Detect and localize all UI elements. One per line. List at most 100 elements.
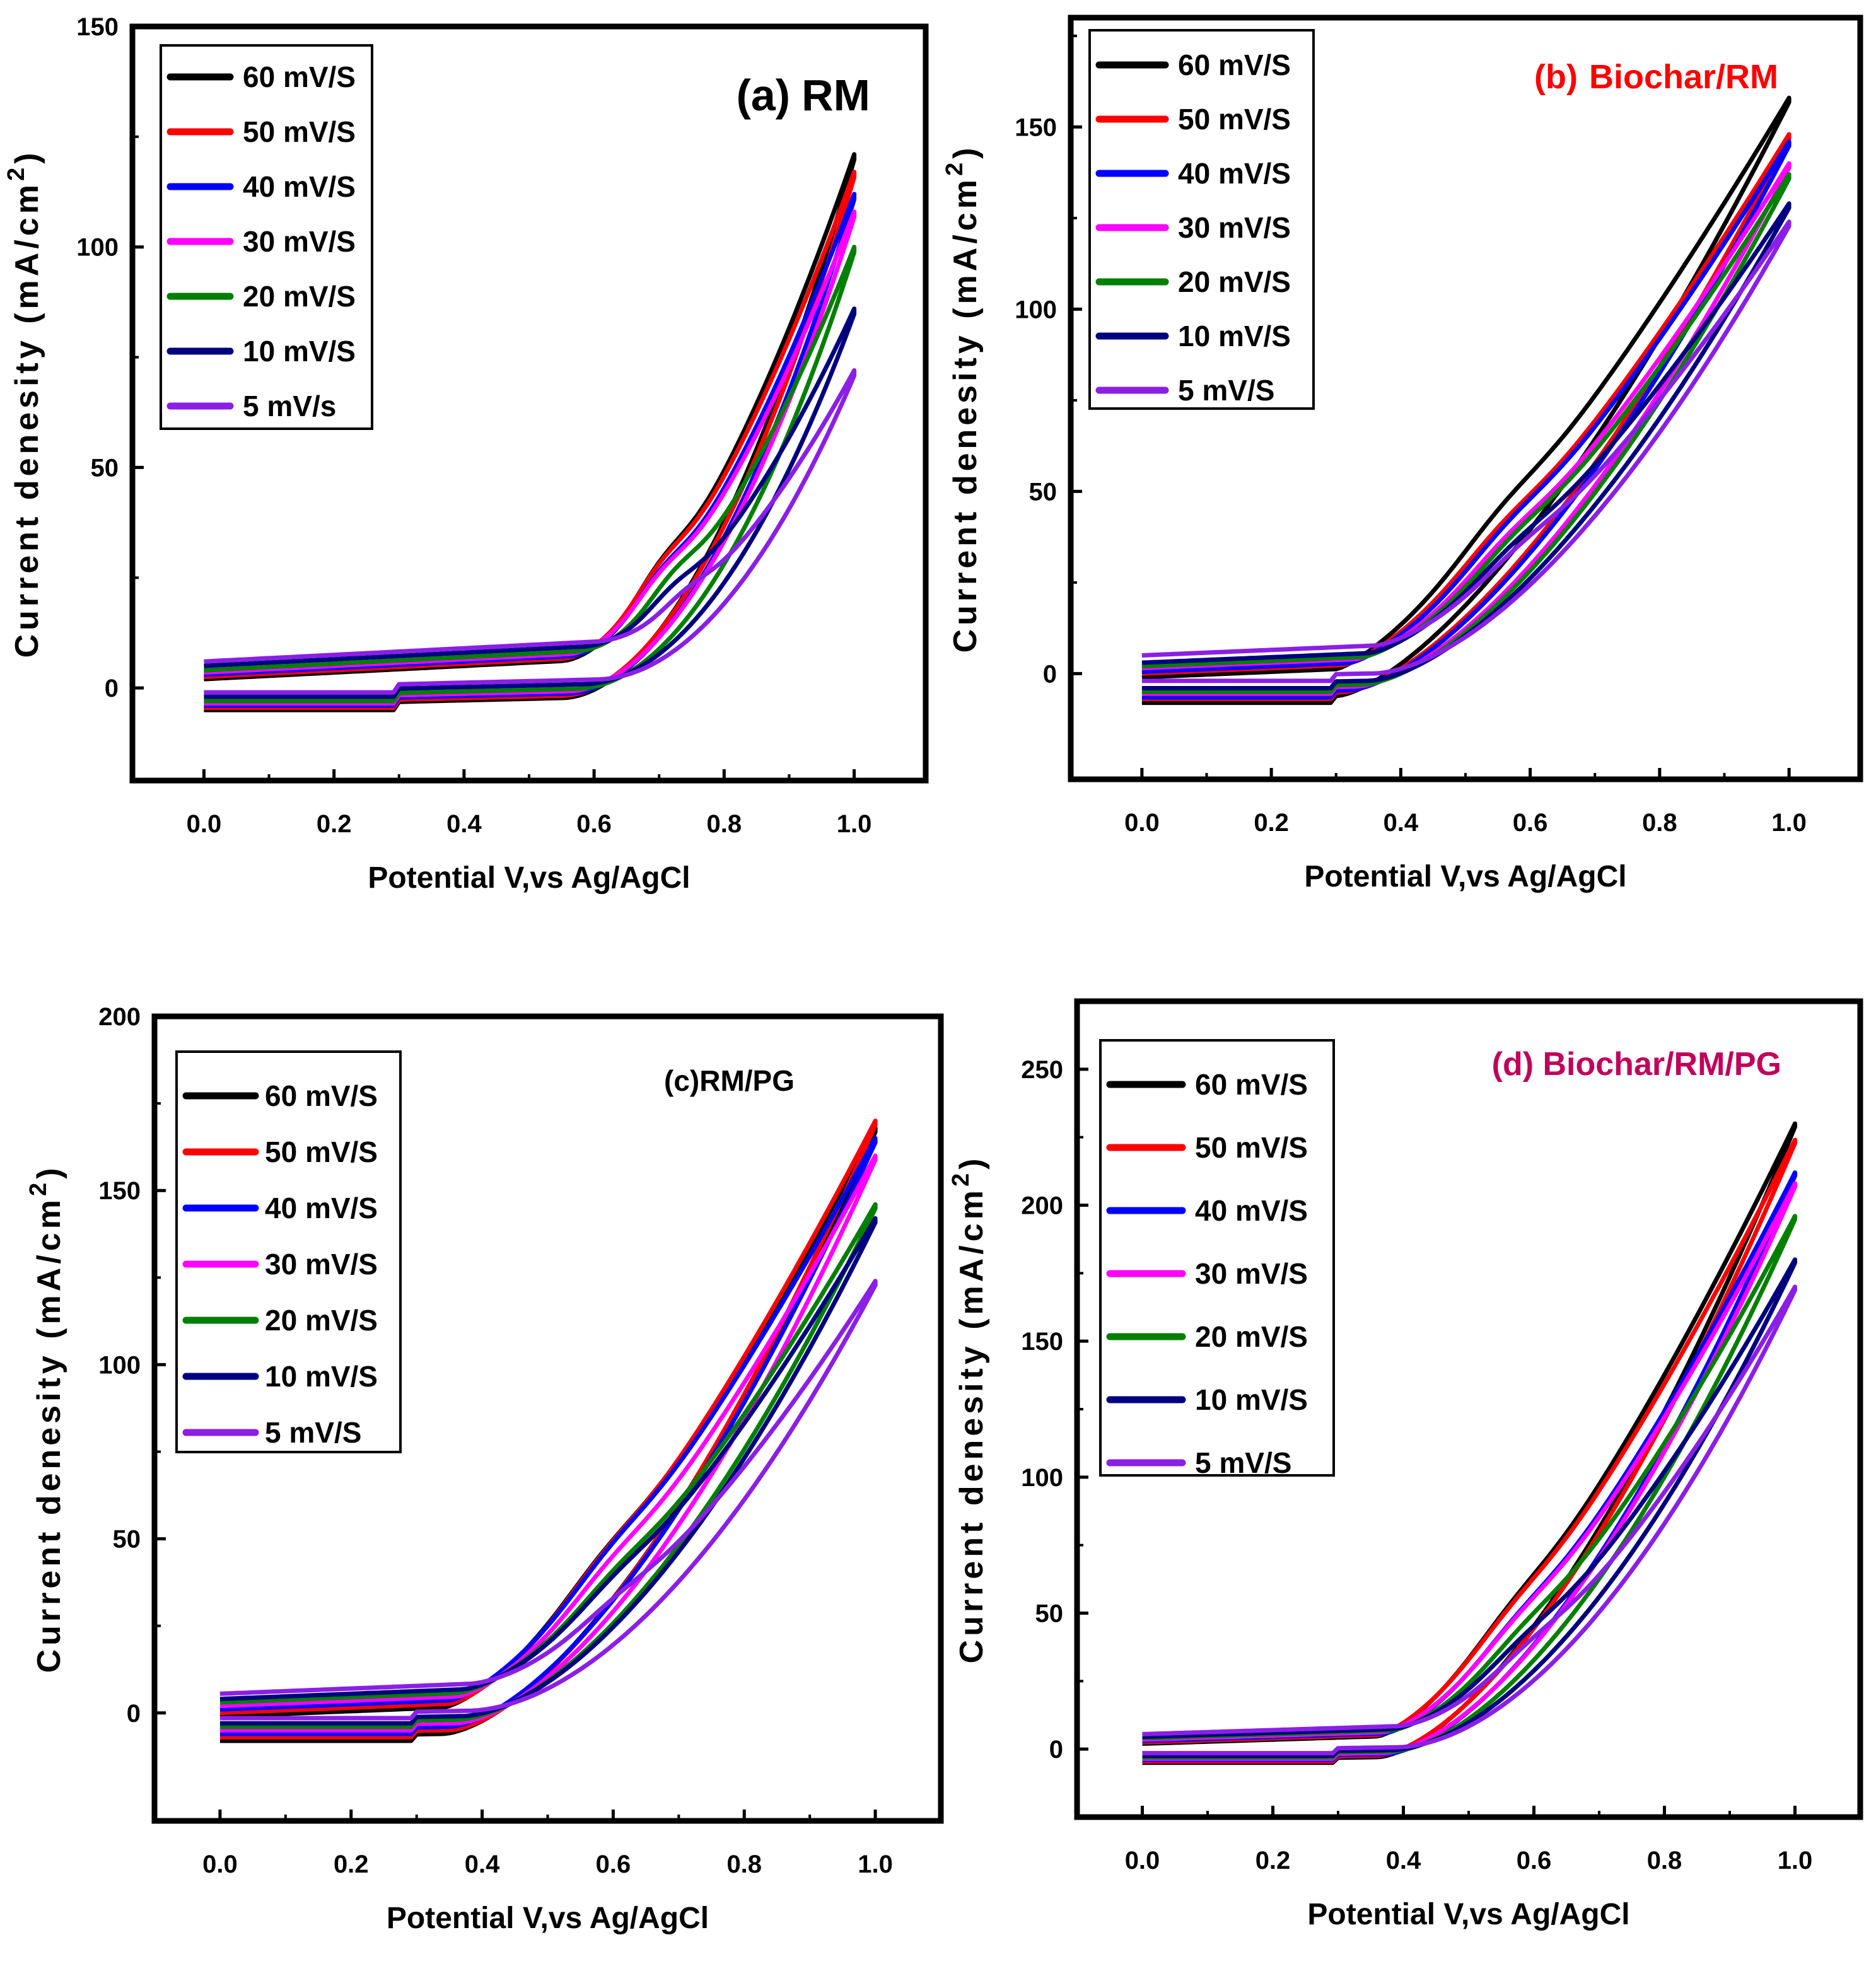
y-tick-label: 50 <box>1035 1600 1064 1628</box>
series-line-10-mv-s <box>219 1216 878 1726</box>
series-line-5-mv-s <box>204 368 857 695</box>
chart-panel-3: 0.0 0.2 0.4 0.6 0.8 1.0 0 50 100 150 200 Potential … <box>25 1003 944 1935</box>
y-axis-title: Current denesity (mA/cm2) <box>941 144 984 653</box>
y-axis-title-end: ) <box>947 144 984 159</box>
legend-label: 20 mV/S <box>1178 265 1291 298</box>
chart-panel-4: 0.0 0.2 0.4 0.6 0.8 1.0 0 50 100 150 200 250 Potenti… <box>948 998 1863 1931</box>
y-tick-label: 50 <box>1029 478 1057 506</box>
y-axis-title-main: Current denesity (mA/cm <box>31 1196 67 1673</box>
y-axis-title: Current denesity (mA/cm2) <box>3 149 45 658</box>
panel-label: (c)RM/PG <box>664 1064 795 1097</box>
x-tick-label: 0.6 <box>576 810 612 838</box>
series-line-20-mv-s <box>1141 172 1792 694</box>
series-line-10-mv-s <box>1142 1257 1797 1758</box>
chart-panel-1: 0.0 0.2 0.4 0.6 0.8 1.0 0 50 100 150 Potential V,v… <box>3 13 929 895</box>
y-tick-label: 100 <box>1021 1464 1063 1492</box>
series-line-30-mv-s <box>219 1153 878 1733</box>
x-tick-label: 0.0 <box>1125 1847 1160 1874</box>
y-axis-title-main: Current denesity (mA/cm <box>9 181 45 658</box>
legend: 60 mV/S 50 mV/S 40 mV/S 30 mV/S 20 mV/S 10 mV… <box>160 44 373 430</box>
y-axis-title-end: ) <box>9 149 45 164</box>
y-axis-title-superscript: 2 <box>941 159 968 176</box>
y-axis-title-end: ) <box>31 1165 67 1179</box>
y-tick-label: 50 <box>113 1526 141 1554</box>
legend-label: 10 mV/S <box>1178 320 1291 352</box>
series-line-5-mv-s <box>219 1279 878 1721</box>
x-axis-title: Potential V,vs Ag/AgCl <box>1307 1898 1629 1931</box>
x-tick-label: 1.0 <box>1778 1847 1813 1874</box>
series-line-5-mv-s <box>1141 219 1792 683</box>
y-tick-label: 0 <box>127 1700 141 1728</box>
series-line-5-mv-s <box>1142 1284 1797 1756</box>
x-tick-label: 0.2 <box>334 1851 369 1878</box>
legend-label: 60 mV/S <box>265 1079 378 1112</box>
x-tick-label: 0.8 <box>1642 809 1677 837</box>
x-tick-label: 0.0 <box>187 810 222 838</box>
y-tick-label: 100 <box>1015 296 1057 323</box>
legend-label: 60 mV/S <box>243 61 356 93</box>
legend-label: 10 mV/S <box>243 335 356 368</box>
legend-label: 30 mV/S <box>1195 1257 1308 1290</box>
panel-label: (a) <box>737 71 791 120</box>
legend-box <box>1088 29 1315 410</box>
legend-label: 40 mV/S <box>265 1192 378 1224</box>
chart-panel-2: 0.0 0.2 0.4 0.6 0.8 1.0 0 50 100 150 Potential V,v… <box>941 15 1863 893</box>
x-axis-title: Potential V,vs Ag/AgCl <box>1304 860 1626 893</box>
series-line-20-mv-s <box>204 245 857 704</box>
legend-label: 20 mV/S <box>265 1304 378 1337</box>
panel-label: (b) <box>1534 58 1578 96</box>
series-line-40-mv-s <box>219 1136 878 1736</box>
x-tick-label: 0.6 <box>596 1851 631 1878</box>
legend-label: 50 mV/S <box>265 1136 378 1168</box>
y-tick-label: 150 <box>1015 113 1057 141</box>
legend-label: 40 mV/S <box>1178 157 1291 190</box>
x-tick-label: 1.0 <box>858 1851 893 1878</box>
x-tick-label: 0.4 <box>1384 809 1419 837</box>
y-tick-label: 0 <box>1049 1736 1063 1764</box>
series-line-10-mv-s <box>1141 201 1792 690</box>
series-line-50-mv-s <box>219 1119 878 1740</box>
series-line-10-mv-s <box>204 306 857 699</box>
legend-label: 50 mV/S <box>1178 103 1291 136</box>
x-tick-label: 0.6 <box>1517 1847 1552 1874</box>
legend: 60 mV/S 50 mV/S 40 mV/S 30 mV/S 20 mV/S 10 mV… <box>175 1050 402 1453</box>
y-axis-title-superscript: 2 <box>948 1170 974 1187</box>
panel-label: (d) Biochar/RM/PG <box>1492 1046 1781 1083</box>
panel-name: RM <box>801 71 870 120</box>
y-tick-label: 100 <box>98 1351 141 1379</box>
panel-name: Biochar/RM <box>1589 58 1778 96</box>
legend: 60 mV/S 50 mV/S 40 mV/S 30 mV/S 20 mV/S 10 mV… <box>1099 1039 1335 1479</box>
legend-label: 5 mV/S <box>1195 1446 1291 1479</box>
y-tick-label: 100 <box>76 234 119 262</box>
x-tick-label: 0.8 <box>1647 1847 1682 1874</box>
legend-box <box>175 1050 402 1453</box>
legend-label: 30 mV/S <box>243 225 356 258</box>
panel-title: (b) Biochar/RM <box>1534 58 1778 96</box>
x-tick-label: 0.0 <box>1124 809 1160 837</box>
legend-label: 30 mV/S <box>265 1248 378 1281</box>
x-tick-label: 0.4 <box>446 810 482 838</box>
x-tick-label: 0.8 <box>707 810 742 838</box>
x-axis-title: Potential V,vs Ag/AgCl <box>368 861 690 895</box>
x-tick-label: 0.4 <box>465 1851 500 1878</box>
legend-label: 50 mV/S <box>1195 1131 1308 1164</box>
legend-label: 60 mV/S <box>1195 1068 1308 1101</box>
x-tick-label: 1.0 <box>1771 809 1807 837</box>
y-tick-label: 150 <box>76 13 119 41</box>
panel-title: (a) RM <box>737 71 870 120</box>
y-axis-title-end: ) <box>953 1155 990 1170</box>
x-axis-title: Potential V,vs Ag/AgCl <box>387 1902 709 1935</box>
legend-label: 5 mV/S <box>265 1416 361 1449</box>
y-tick-label: 200 <box>1021 1192 1063 1220</box>
legend-label: 30 mV/S <box>1178 211 1291 244</box>
legend-label: 10 mV/S <box>265 1360 378 1393</box>
legend-label: 20 mV/S <box>243 280 356 313</box>
legend-label: 10 mV/S <box>1195 1383 1308 1416</box>
y-tick-label: 150 <box>1021 1328 1063 1356</box>
y-tick-label: 0 <box>1043 660 1057 688</box>
y-axis-title-main: Current denesity (mA/cm <box>953 1187 990 1663</box>
x-tick-label: 0.2 <box>1256 1847 1291 1874</box>
y-tick-label: 0 <box>105 675 119 702</box>
y-axis-title-main: Current denesity (mA/cm <box>947 176 984 653</box>
